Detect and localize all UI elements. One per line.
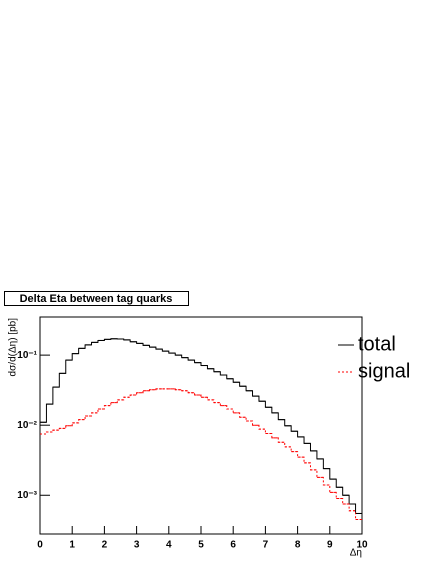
x-tick-label: 10 bbox=[356, 540, 368, 551]
chart-title: Delta Eta between tag quarks bbox=[20, 293, 173, 305]
y-tick-label: 10⁻² bbox=[17, 420, 37, 431]
title-box bbox=[4, 291, 189, 306]
y-axis-label: dσ/d(Δη) [pb] bbox=[8, 318, 19, 377]
y-tick-label: 10⁻¹ bbox=[17, 350, 37, 361]
legend-label: signal bbox=[358, 360, 410, 382]
x-tick-label: 2 bbox=[102, 540, 108, 551]
x-tick-label: 5 bbox=[198, 540, 204, 551]
x-tick-label: 8 bbox=[295, 540, 301, 551]
x-tick-label: 4 bbox=[166, 540, 172, 551]
x-tick-label: 1 bbox=[69, 540, 75, 551]
y-tick-label: 10⁻³ bbox=[17, 490, 37, 501]
x-tick-label: 9 bbox=[327, 540, 333, 551]
x-tick-label: 0 bbox=[37, 540, 43, 551]
legend-label: total bbox=[358, 333, 396, 355]
x-tick-label: 3 bbox=[134, 540, 140, 551]
x-tick-label: 7 bbox=[263, 540, 269, 551]
x-tick-label: 6 bbox=[230, 540, 236, 551]
x-axis-label: Δη bbox=[350, 548, 362, 559]
